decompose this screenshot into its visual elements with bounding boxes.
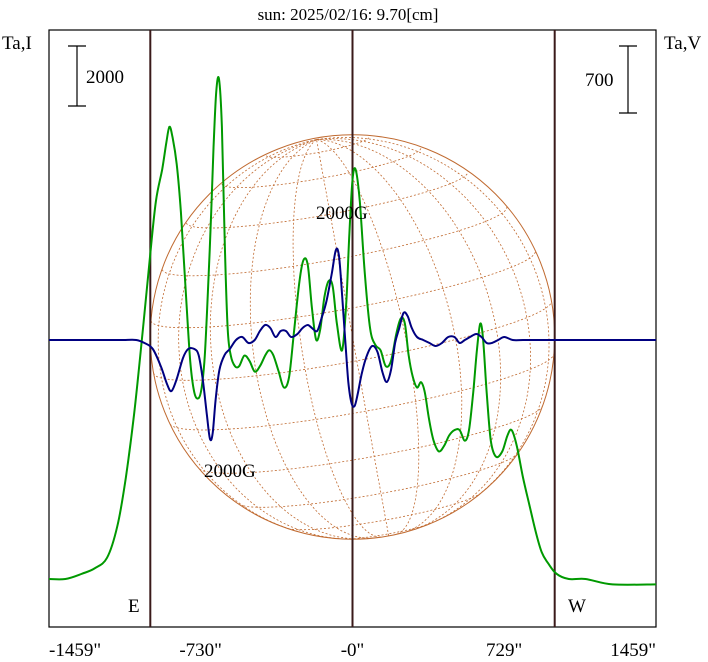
x-tick-label: 729" (486, 640, 522, 661)
polarization-series-line (49, 247, 656, 442)
longitude-line (316, 139, 390, 536)
x-tick-label: -0" (341, 640, 365, 661)
intensity-series-line (48, 76, 657, 586)
left-scale-value: 2000 (86, 67, 124, 88)
field-annotation-upper: 2000G (316, 203, 368, 224)
latitude-line (169, 354, 555, 431)
longitude-line (316, 139, 420, 535)
east-limb-label: E (128, 596, 140, 617)
west-limb-label: W (568, 596, 586, 617)
longitude-line (292, 139, 381, 538)
chart-title: sun: 2025/02/16: 9.70[cm] (258, 5, 439, 24)
disk-grid (150, 136, 555, 540)
longitude-line (316, 139, 463, 533)
longitude-line (316, 138, 532, 524)
x-tick-label: -730" (179, 640, 222, 661)
x-tick-label: 1459" (610, 640, 656, 661)
longitude-line (249, 139, 374, 539)
left-scale-bar (68, 45, 86, 107)
x-tick-label: -1459" (49, 640, 101, 661)
right-scale-value: 700 (585, 70, 614, 91)
plot-area (48, 29, 657, 628)
x-axis-ticks: -1459" -730" -0" 729" 1459" (49, 640, 656, 661)
right-scale-bar (619, 45, 637, 114)
longitude-line (178, 139, 344, 540)
right-axis-label: Ta,V (664, 33, 701, 54)
longitude-line (209, 139, 360, 540)
latitude-line (221, 147, 422, 188)
field-annotation-lower: 2000G (204, 461, 256, 482)
longitude-line (316, 138, 501, 529)
left-axis-label: Ta,I (2, 33, 32, 54)
latitude-line (288, 493, 481, 531)
